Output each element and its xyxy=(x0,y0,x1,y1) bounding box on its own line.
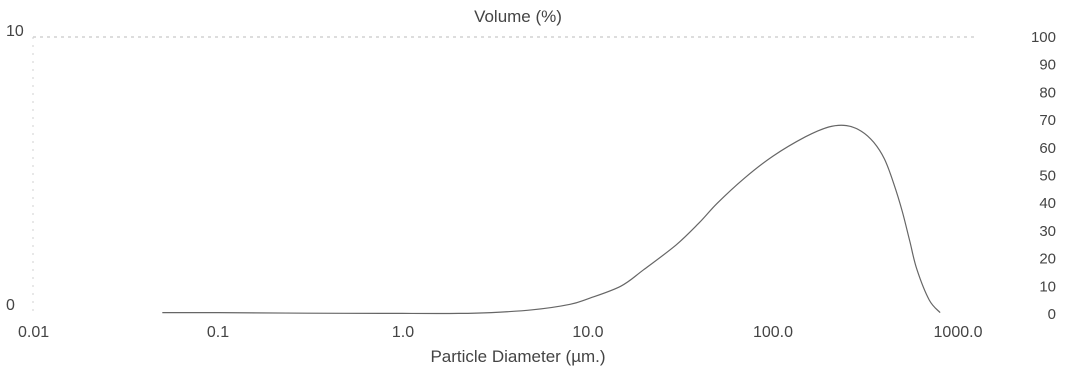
left-y-tick-labels: 0 10 xyxy=(6,23,24,314)
right-y-tick-label: 30 xyxy=(1039,223,1056,240)
x-tick-label: 1000.0 xyxy=(934,324,983,341)
series-layer xyxy=(162,124,941,315)
x-axis-label: Particle Diameter (µm.) xyxy=(430,347,605,366)
x-tick-labels: 0.01 0.1 1.0 10.0 100.0 1000.0 xyxy=(18,324,983,341)
x-tick-label: 10.0 xyxy=(572,324,603,341)
right-y-tick-label: 0 xyxy=(1048,306,1056,323)
x-tick-label: 100.0 xyxy=(753,324,793,341)
right-y-tick-label: 80 xyxy=(1039,84,1056,101)
right-y-tick-label: 50 xyxy=(1039,168,1056,185)
series-line xyxy=(162,124,941,315)
chart-title: Volume (%) xyxy=(474,7,562,26)
right-y-tick-label: 100 xyxy=(1031,29,1056,46)
right-y-tick-label: 40 xyxy=(1039,195,1056,212)
left-y-tick-label: 10 xyxy=(6,23,24,40)
x-tick-label: 0.01 xyxy=(18,324,49,341)
x-tick-label: 0.1 xyxy=(207,324,229,341)
right-y-tick-label: 20 xyxy=(1039,251,1056,268)
right-y-tick-label: 70 xyxy=(1039,112,1056,129)
axes-layer xyxy=(32,36,975,316)
left-y-tick-label: 0 xyxy=(6,297,15,314)
x-tick-label: 1.0 xyxy=(392,324,414,341)
right-y-tick-label: 90 xyxy=(1039,57,1056,74)
right-y-tick-label: 60 xyxy=(1039,140,1056,157)
right-y-tick-label: 10 xyxy=(1039,278,1056,295)
right-y-tick-labels: 0 10 20 30 40 50 60 70 80 90 100 xyxy=(1031,29,1056,323)
